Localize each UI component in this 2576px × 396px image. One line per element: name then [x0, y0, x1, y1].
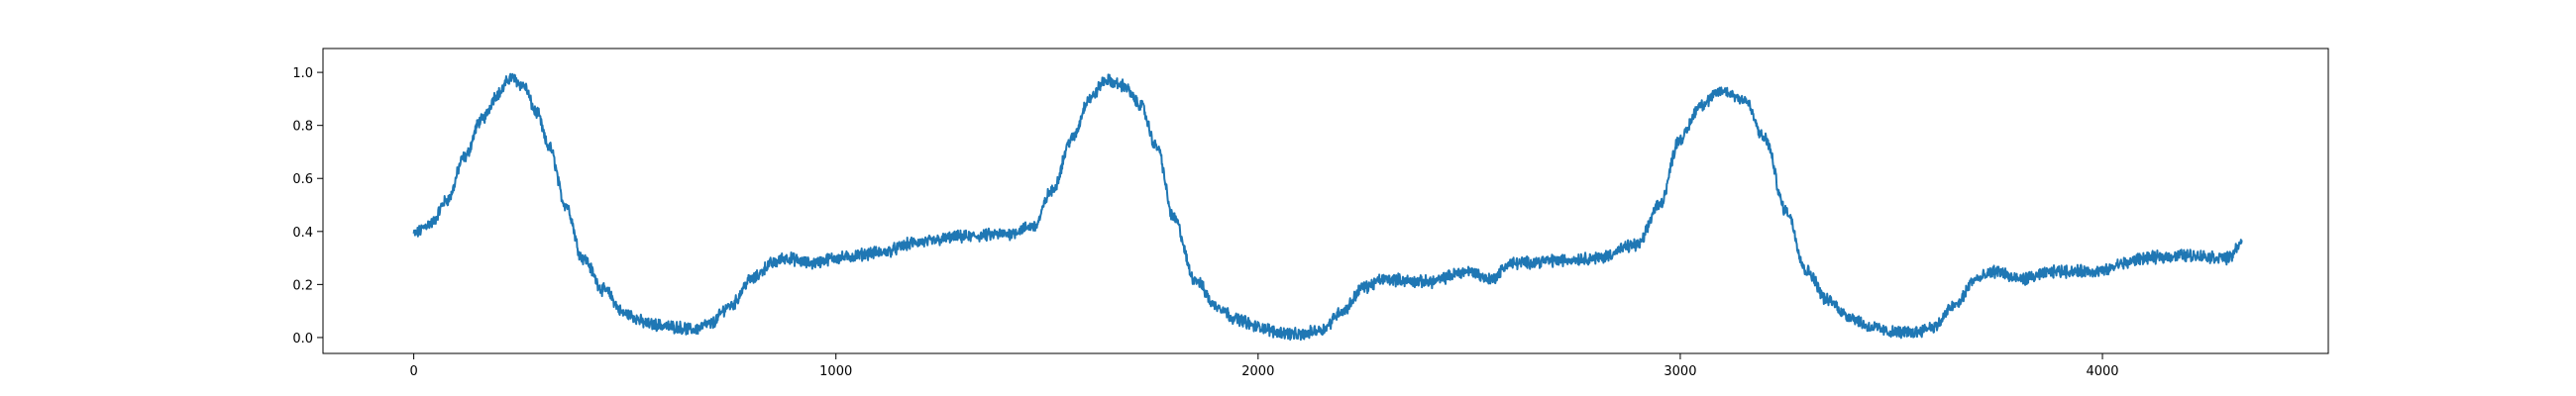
x-axis: 0 1000 2000 3000 4000 [409, 353, 2119, 379]
x-tick-label: 1000 [819, 364, 852, 379]
plot-area [412, 72, 2243, 342]
y-tick-label: 0.6 [292, 172, 313, 187]
y-tick-label: 0.0 [292, 332, 313, 346]
y-tick-label: 0.4 [292, 226, 313, 241]
y-axis: 0.0 0.2 0.4 0.6 0.8 1.0 [292, 66, 323, 346]
x-tick-label: 0 [409, 364, 417, 379]
series-line [412, 72, 2243, 342]
x-tick-label: 2000 [1241, 364, 1274, 379]
x-tick-label: 3000 [1664, 364, 1696, 379]
axes-frame [322, 48, 2329, 354]
y-tick-label: 0.2 [292, 278, 313, 293]
x-tick-label: 4000 [2086, 364, 2118, 379]
y-tick-label: 1.0 [292, 66, 313, 81]
y-tick-label: 0.8 [292, 120, 313, 135]
